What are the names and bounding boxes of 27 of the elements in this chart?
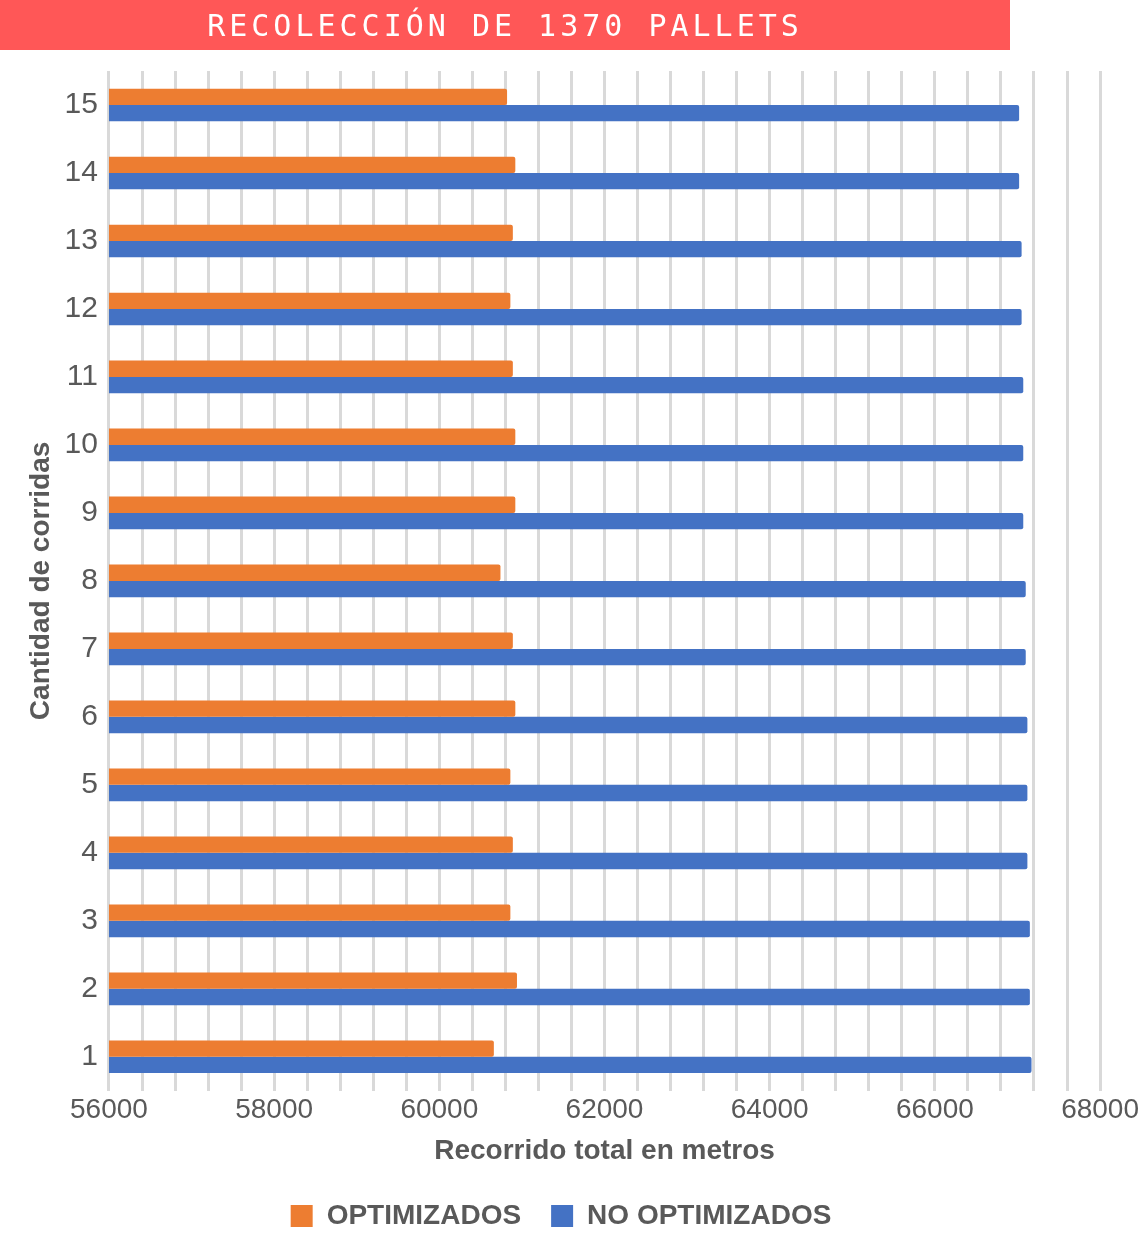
legend-label: OPTIMIZADOS [326, 1198, 522, 1230]
y-axis-title: Cantidad de corridas [23, 441, 55, 721]
y-tick-label: 12 [64, 290, 98, 324]
y-tick-label: 11 [66, 358, 98, 392]
y-tick-label: 9 [81, 494, 98, 528]
y-tick-label: 8 [81, 562, 98, 596]
legend-label: NO OPTIMIZADOS [587, 1198, 832, 1230]
y-tick-label: 3 [81, 902, 98, 936]
x-tick-label: 64000 [730, 1093, 809, 1125]
y-tick-label: 6 [81, 698, 98, 732]
y-tick-label: 2 [81, 970, 98, 1004]
y-tick-label: 10 [64, 426, 98, 460]
x-tick-label: 68000 [1061, 1093, 1140, 1125]
x-tick-label: 62000 [565, 1093, 644, 1125]
x-tick-label: 58000 [235, 1093, 314, 1125]
x-axis-title: Recorrido total en metros [434, 1133, 775, 1165]
x-tick-label: 60000 [400, 1093, 479, 1125]
x-tick-label: 56000 [70, 1093, 148, 1125]
y-tick-label: 15 [64, 86, 98, 120]
x-tick-label: 66000 [895, 1093, 974, 1125]
y-tick-label: 13 [64, 222, 98, 256]
y-tick-label: 14 [64, 154, 98, 188]
y-tick-label: 4 [81, 834, 98, 868]
chart-title: RECOLECCIÓN DE 1370 PALLETS [0, 0, 1010, 50]
y-tick-label: 1 [81, 1038, 98, 1072]
y-tick-label: 7 [81, 630, 98, 664]
y-tick-label: 5 [81, 766, 98, 800]
